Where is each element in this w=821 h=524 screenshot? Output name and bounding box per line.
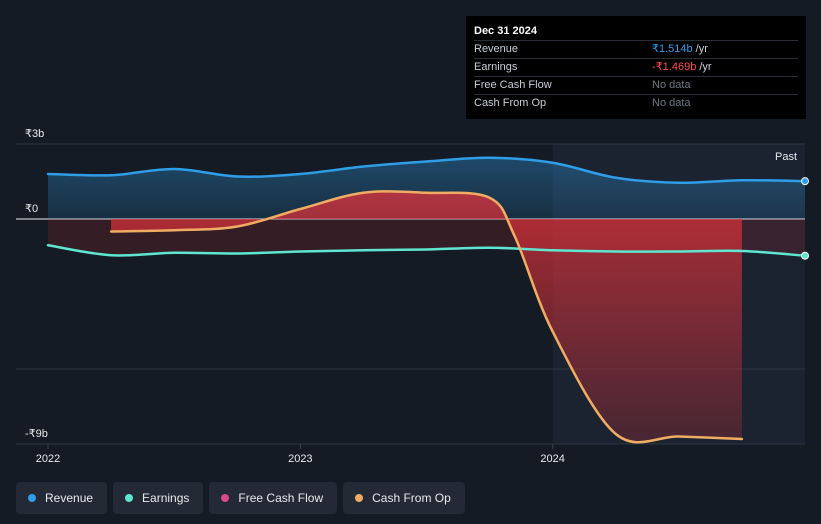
y-tick-label: ₹0 [25,203,38,215]
legend-item-revenue[interactable]: Revenue [16,482,108,514]
series-lines [46,156,809,444]
y-tick-label: -₹9b [25,428,48,440]
legend-item-cash-from-op[interactable]: Cash From Op [343,482,465,514]
tooltip-label: Revenue [474,43,519,55]
tooltip-row-cash-from-op: Cash From Op No data [474,94,798,112]
legend-dot-icon [125,494,134,502]
tooltip-unit: /yr [699,61,712,73]
revenue-endpoint [801,177,809,186]
earnings-line [46,244,807,257]
tooltip-date: Dec 31 2024 [474,25,537,37]
tooltip: Dec 31 2024 Revenue ₹1.514b /yr Earnings… [466,16,806,119]
legend-item-earnings[interactable]: Earnings [113,482,204,514]
cash-from-op-area [111,191,742,443]
tooltip-row-free-cash-flow: Free Cash Flow No data [474,76,798,94]
legend-label: Revenue [45,491,94,505]
x-tick-label: 2022 [36,453,60,465]
tooltip-value: No data [652,97,691,109]
revenue-area [48,157,805,219]
earnings-endpoint [801,251,809,260]
tooltip-unit: /yr [695,43,708,55]
x-tick-label: 2023 [288,453,312,465]
y-tick-label: ₹3b [25,128,44,140]
legend-label: Earnings [142,491,190,505]
tooltip-value: No data [652,79,691,91]
y-tick-labels: ₹3b ₹0 -₹9b [25,128,48,440]
tooltip-value: -₹1.469b [652,61,697,73]
legend: Revenue Earnings Free Cash Flow Cash Fro… [16,482,465,514]
legend-dot-icon [355,494,364,502]
tooltip-value: ₹1.514b [652,43,693,55]
past-label: Past [775,151,797,163]
cash-from-op-line [109,190,744,444]
x-tick-labels: 2022 2023 2024 [36,453,565,465]
tooltip-row-earnings: Earnings -₹1.469b /yr [474,58,798,76]
legend-dot-icon [221,494,230,502]
legend-label: Free Cash Flow [238,491,324,505]
x-tick-label: 2024 [540,453,564,465]
tooltip-row-revenue: Revenue ₹1.514b /yr [474,40,798,58]
legend-label: Cash From Op [372,491,451,505]
legend-item-free-cash-flow[interactable]: Free Cash Flow [209,482,338,514]
tooltip-label: Free Cash Flow [474,79,552,91]
legend-dot-icon [28,494,36,502]
tooltip-label: Cash From Op [474,97,547,109]
revenue-line [46,156,807,185]
tooltip-label: Earnings [474,61,518,73]
series-areas [48,157,805,443]
chart: ₹3b ₹0 -₹9b 2022 2023 2024 Past [16,128,809,465]
